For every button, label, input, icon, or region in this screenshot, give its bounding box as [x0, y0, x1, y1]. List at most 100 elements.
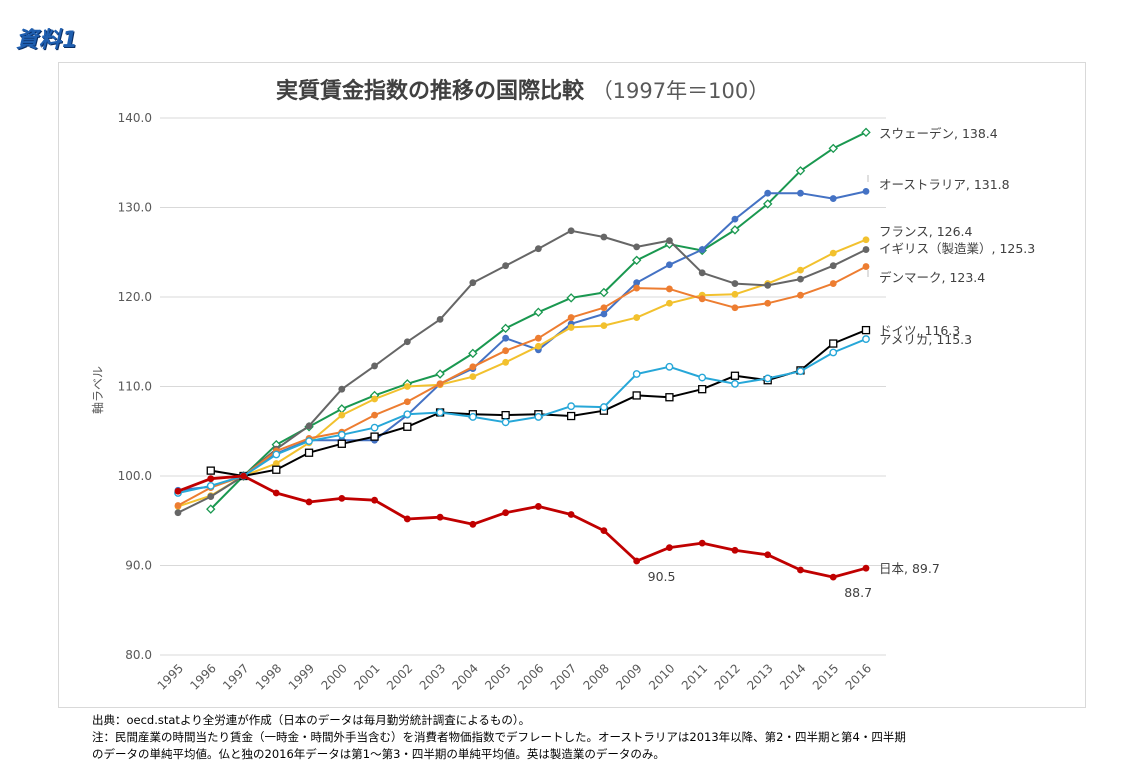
data-point — [370, 432, 379, 441]
data-point — [862, 335, 870, 343]
data-point — [633, 314, 641, 321]
data-point — [338, 385, 346, 393]
data-point — [338, 494, 346, 502]
data-point — [829, 339, 838, 348]
y-tick-label: 140.0 — [118, 111, 152, 125]
x-tick-label: 1998 — [253, 661, 284, 692]
y-tick-label: 120.0 — [118, 290, 152, 304]
data-point — [206, 504, 216, 514]
data-point — [600, 322, 608, 330]
data-point — [861, 325, 871, 335]
data-point — [469, 363, 477, 371]
x-tick-label: 2008 — [581, 661, 612, 692]
data-point — [338, 411, 346, 419]
x-tick-label: 2016 — [843, 661, 874, 692]
x-axis-ticks: 1995 1996 1997 1998 1999 2000 2001 2002 2003 2004… — [155, 661, 874, 692]
data-point — [403, 338, 411, 346]
gridlines — [160, 117, 886, 656]
document-label: 資料1 — [16, 28, 79, 53]
x-tick-label: 1996 — [187, 661, 218, 692]
chart-subtitle: （1997年＝100） — [592, 79, 770, 103]
data-point — [632, 391, 641, 400]
y-axis-ticks: 80.0 90.0 100.0 110.0 120.0 130.0 140.0 — [118, 111, 152, 662]
series-line — [177, 474, 867, 579]
data-point — [337, 430, 346, 439]
data-point — [731, 304, 739, 312]
chart-title: 実質賃金指数の推移の国際比較 （1997年＝100） — [276, 78, 769, 104]
data-point — [633, 279, 641, 287]
data-point — [469, 279, 477, 287]
data-point — [599, 287, 609, 298]
data-point — [502, 334, 510, 342]
data-point — [566, 411, 576, 421]
x-tick-label: 2014 — [777, 661, 808, 692]
footnote-note-1: 注：民間産業の時間当たり賃金（一時金・時間外手当含む）を消費者物価指数でデフレー… — [92, 730, 906, 744]
x-tick-label: 2012 — [712, 661, 743, 692]
data-point — [665, 362, 674, 371]
data-point — [174, 509, 182, 517]
data-point — [174, 502, 182, 509]
data-point — [469, 373, 477, 381]
data-point — [272, 465, 281, 474]
footnote-source: 出典：oecd.statより全労連が作成（日本のデータは毎月勤労統計調査によるも… — [92, 713, 531, 727]
data-point — [304, 448, 314, 457]
series-3 — [174, 227, 870, 517]
series-0 — [206, 127, 871, 514]
data-point — [566, 293, 576, 303]
x-tick-label: 1999 — [286, 661, 317, 692]
y-tick-label: 100.0 — [118, 469, 152, 483]
data-point — [731, 215, 739, 223]
data-point — [567, 402, 576, 411]
data-point — [567, 314, 575, 321]
y-tick-label: 90.0 — [125, 559, 152, 573]
data-point — [698, 295, 706, 303]
data-point — [502, 347, 510, 355]
data-point — [762, 199, 773, 209]
line-chart: 実質賃金指数の推移の国際比較 （1997年＝100） 軸ラベル 80.0 90.0… — [91, 78, 1036, 693]
data-point — [272, 489, 280, 497]
data-point — [698, 373, 707, 382]
data-point — [666, 299, 673, 307]
data-point — [370, 423, 379, 432]
data-point — [764, 189, 772, 197]
data-point — [600, 233, 608, 241]
data-point — [632, 370, 641, 378]
data-point — [698, 539, 706, 547]
data-point — [862, 246, 870, 253]
data-point — [631, 255, 642, 266]
data-point — [665, 393, 674, 402]
data-point — [500, 323, 511, 334]
data-point — [862, 564, 870, 572]
data-point — [600, 527, 608, 534]
x-tick-label: 1995 — [155, 661, 186, 692]
data-point — [731, 546, 739, 554]
data-point — [567, 324, 575, 331]
data-point — [403, 422, 412, 431]
data-point — [533, 307, 544, 317]
data-point — [862, 263, 870, 270]
data-point — [206, 466, 215, 475]
data-point — [403, 383, 411, 390]
data-point — [534, 503, 542, 510]
data-point — [305, 498, 313, 506]
data-point — [829, 262, 837, 270]
series-line — [177, 229, 867, 514]
data-point — [371, 496, 378, 504]
data-point — [567, 511, 575, 518]
data-point — [731, 280, 739, 287]
data-point — [534, 342, 542, 350]
y-tick-label: 130.0 — [118, 201, 152, 215]
data-point — [862, 187, 870, 195]
series-labels: スウェーデン, 138.4 オーストラリア, 131.8 フランス, 126.4 イギ… — [648, 126, 1036, 600]
data-point — [797, 566, 804, 574]
data-point — [698, 269, 706, 277]
data-point — [763, 374, 772, 383]
data-point — [436, 513, 444, 521]
data-point — [436, 315, 444, 323]
data-point — [666, 261, 673, 269]
series-line — [177, 265, 867, 507]
data-point — [468, 348, 478, 359]
series-end-label: スウェーデン, 138.4 — [879, 126, 998, 141]
x-tick-label: 2003 — [417, 661, 448, 692]
data-point — [207, 475, 215, 483]
